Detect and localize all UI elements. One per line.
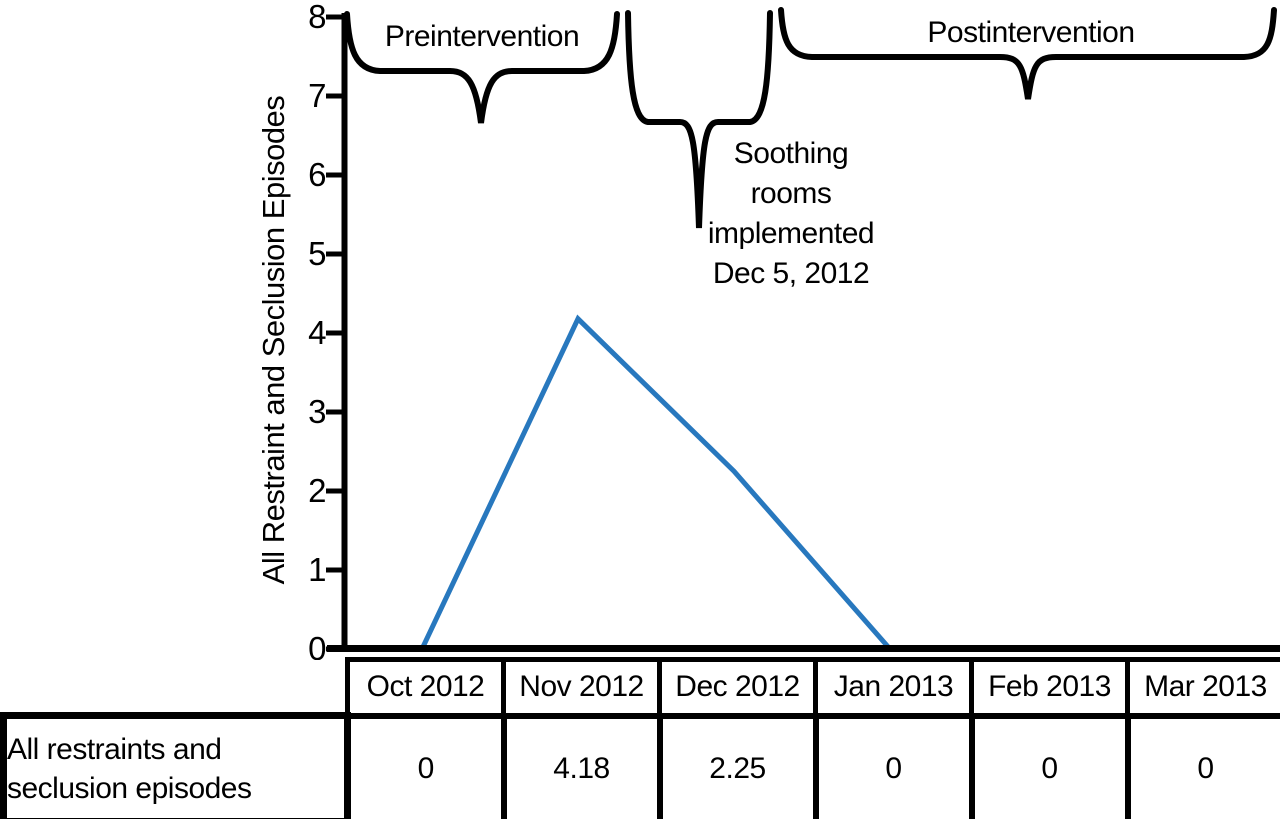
y-tick-label: 8 xyxy=(308,0,326,35)
table-value-row: All restraints and seclusion episodes 0 … xyxy=(0,712,1280,819)
table-spacer-cell xyxy=(3,659,348,716)
soothing-rooms-brace xyxy=(625,10,773,229)
y-tick-label: 3 xyxy=(308,393,326,430)
value-cell: 0 xyxy=(812,712,975,819)
y-tick-label: 4 xyxy=(308,314,326,351)
annotation-line: Dec 5, 2012 xyxy=(712,257,870,290)
value-cell: 0 xyxy=(1124,712,1280,819)
postintervention-brace xyxy=(778,7,1277,100)
y-tick-label: 6 xyxy=(308,156,326,193)
y-tick-label: 5 xyxy=(308,235,326,272)
y-tick-label: 1 xyxy=(308,551,326,588)
preintervention-brace xyxy=(344,11,620,124)
series-line xyxy=(419,314,1202,652)
brace-group xyxy=(344,7,1277,229)
y-axis-ticks xyxy=(326,14,345,652)
value-cell: 4.18 xyxy=(500,712,663,819)
month-header: Dec 2012 xyxy=(657,657,818,718)
postintervention-label: Postintervention xyxy=(927,16,1135,49)
month-header: Mar 2013 xyxy=(1125,657,1280,718)
value-cell: 0 xyxy=(344,712,507,819)
value-cell: 0 xyxy=(968,712,1131,819)
value-cell: 2.25 xyxy=(656,712,819,819)
month-header: Nov 2012 xyxy=(501,657,662,718)
annotation-line: rooms xyxy=(750,177,832,210)
data-table: Oct 2012 Nov 2012 Dec 2012 Jan 2013 Feb … xyxy=(0,657,1280,819)
y-tick-label: 0 xyxy=(308,630,326,667)
soothing-rooms-annotation: Soothing rooms implemented Dec 5, 2012 xyxy=(671,134,911,294)
series-row-label: All restraints and seclusion episodes xyxy=(0,712,351,819)
table-header-row: Oct 2012 Nov 2012 Dec 2012 Jan 2013 Feb … xyxy=(3,657,1280,718)
month-header: Oct 2012 xyxy=(345,657,506,718)
month-header: Jan 2013 xyxy=(813,657,974,718)
axes xyxy=(327,13,1280,652)
preintervention-label: Preintervention xyxy=(384,20,580,53)
month-header: Feb 2013 xyxy=(969,657,1130,718)
annotation-line: Soothing xyxy=(733,137,849,170)
y-tick-label: 2 xyxy=(308,472,326,509)
y-tick-label: 7 xyxy=(308,77,326,114)
annotation-line: implemented xyxy=(707,217,875,250)
